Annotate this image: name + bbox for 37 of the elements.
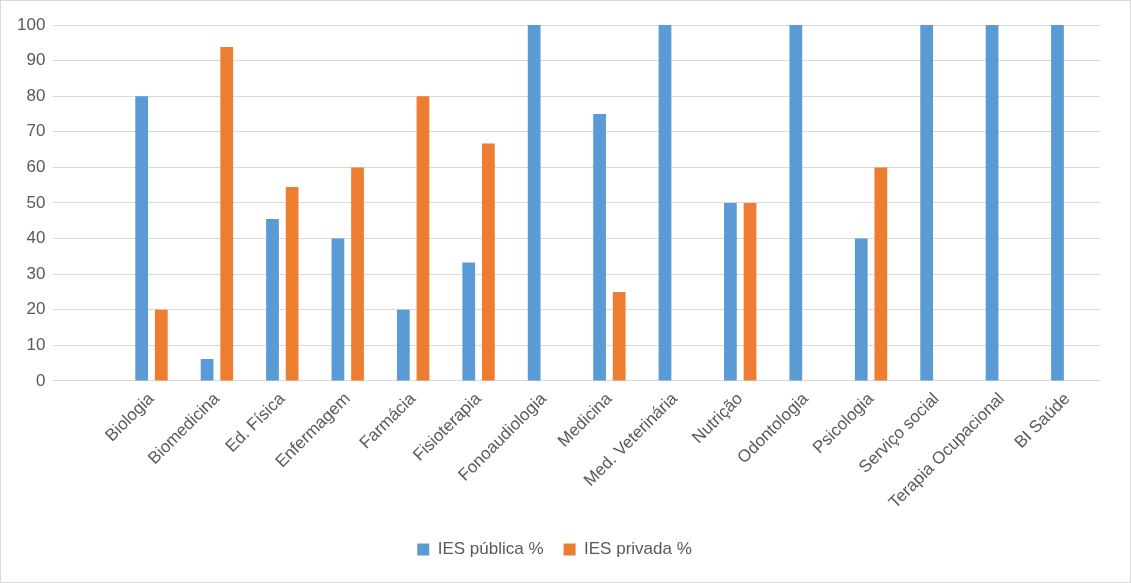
y-tick-label: 70 <box>26 121 46 141</box>
y-tick-label: 20 <box>26 299 46 319</box>
y-tick-label: 0 <box>35 370 46 390</box>
legend-label: IES pública % <box>437 539 544 559</box>
bar <box>593 114 606 381</box>
bar <box>462 262 476 381</box>
bar <box>724 202 737 381</box>
bar <box>920 25 934 381</box>
bar <box>135 96 149 381</box>
bar <box>266 219 279 381</box>
bar <box>658 25 672 381</box>
bar <box>1051 25 1064 381</box>
y-tick-label: 60 <box>26 157 46 177</box>
bar <box>612 291 626 381</box>
bar <box>985 25 999 381</box>
y-tick-label: 100 <box>16 14 46 34</box>
bar <box>416 96 430 381</box>
y-tick-label: 40 <box>26 228 46 248</box>
y-tick-label: 10 <box>26 335 46 355</box>
bar <box>331 238 345 381</box>
bar <box>351 167 364 381</box>
bar <box>220 47 234 381</box>
bar <box>200 358 214 381</box>
legend-label: IES privada % <box>584 539 692 559</box>
bar <box>285 186 299 381</box>
y-tick-label: 50 <box>26 192 46 212</box>
bar <box>854 238 868 381</box>
y-tick-label: 80 <box>26 85 46 105</box>
bar <box>527 25 541 381</box>
bar <box>743 202 757 381</box>
bar <box>789 25 803 381</box>
bar <box>481 143 495 381</box>
bar <box>874 167 888 381</box>
bar <box>154 309 168 381</box>
bar <box>396 309 410 381</box>
y-tick-label: 30 <box>26 263 46 283</box>
y-tick-label: 90 <box>26 50 46 70</box>
